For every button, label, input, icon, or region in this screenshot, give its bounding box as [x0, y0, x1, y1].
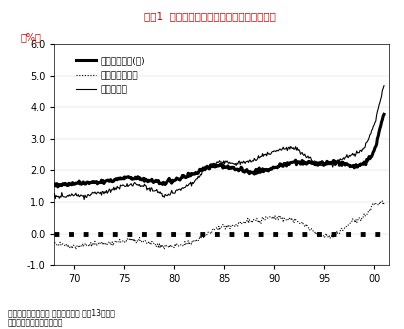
Text: （注）摩擦的失業率を含む: （注）摩擦的失業率を含む	[8, 319, 63, 328]
Legend: 構造的失業率(注), 需要不足失業率, 完全失業率: 構造的失業率(注), 需要不足失業率, 完全失業率	[72, 53, 149, 98]
Text: （出所）厚生労働省 労働経済白書 平成13年度版: （出所）厚生労働省 労働経済白書 平成13年度版	[8, 309, 115, 318]
Text: 図表1  構造的失業率、需要不足失業率の推移: 図表1 構造的失業率、需要不足失業率の推移	[144, 12, 276, 21]
Text: （%）: （%）	[21, 32, 42, 42]
